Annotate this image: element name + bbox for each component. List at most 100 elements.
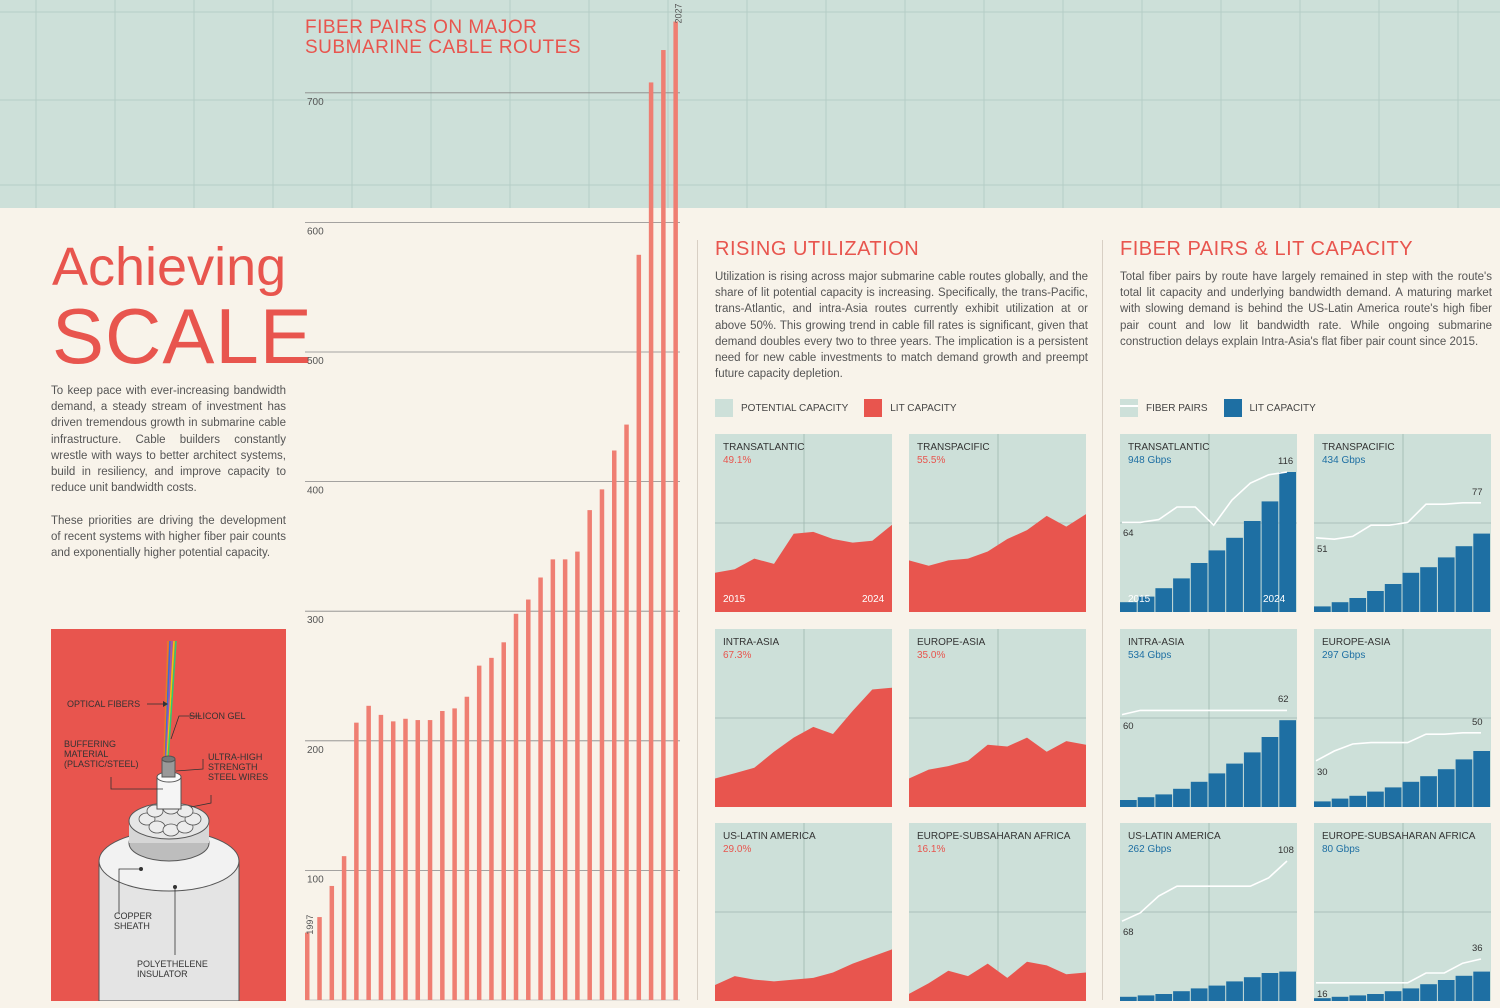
panel-lit-capacity-value: 297 Gbps	[1322, 650, 1366, 661]
fiber-pairs-start-label: 68	[1123, 927, 1134, 939]
fiber-pairs-line	[1315, 732, 1481, 762]
lit-capacity-bar	[1155, 994, 1173, 1001]
bar-2002	[366, 705, 371, 1000]
fiber-pairs-start-label: 16	[1317, 988, 1328, 1000]
bar-2004	[390, 721, 396, 1000]
bar-2025	[648, 82, 654, 1000]
lit-capacity-area	[715, 949, 892, 1001]
year-start-label: 2015	[1128, 594, 1151, 605]
fiber-pairs-line	[1121, 709, 1287, 716]
bar-2026	[661, 50, 666, 1001]
intro-paragraph-2: These priorities are driving the develop…	[51, 515, 286, 560]
lit-capacity-bar	[1437, 980, 1455, 1001]
lit-capacity-bar	[1367, 994, 1384, 1001]
lit-capacity-bar	[1120, 996, 1137, 1001]
lit-capacity-bar	[1261, 973, 1279, 1001]
bar-2003	[378, 714, 384, 1000]
panel-title: US-LATIN AMERICA	[723, 831, 816, 842]
lit-capacity-bar	[1384, 991, 1402, 1001]
lit-capacity-bar	[1314, 606, 1331, 612]
utilization-panel-transatlantic: TRANSATLANTIC 49.1% 2015 2024	[715, 434, 892, 612]
lit-capacity-bar	[1243, 977, 1261, 1001]
fiber-pairs-lit-capacity-title: FIBER PAIRS & LIT CAPACITY	[1120, 238, 1414, 260]
bar-2005	[403, 718, 408, 1000]
lit-capacity-bar	[1137, 596, 1155, 612]
fiber-bar-chart	[1120, 434, 1297, 612]
panel-utilization-value: 35.0%	[917, 650, 946, 661]
lit-capacity-bar	[1384, 584, 1402, 612]
fiber-pairs-start-label: 60	[1123, 720, 1134, 732]
lit-capacity-bar	[1137, 995, 1155, 1001]
lit-capacity-bar	[1420, 984, 1437, 1001]
fiber-bar-chart	[1314, 823, 1491, 1001]
top-band	[0, 0, 1500, 208]
panel-title: EUROPE-ASIA	[917, 637, 986, 648]
lit-capacity-bar	[1437, 557, 1455, 612]
label-optical-fibers: OPTICAL FIBERS	[67, 699, 141, 709]
panel-utilization-value: 49.1%	[723, 455, 752, 466]
lit-capacity-area	[715, 687, 892, 807]
bar-2006	[415, 720, 421, 1000]
lit-capacity-bar	[1279, 472, 1296, 612]
bar-2021	[599, 489, 605, 1000]
utilization-panel-us-latin-america: US-LATIN AMERICA 29.0%	[715, 823, 892, 1001]
bar-2015	[526, 599, 531, 1000]
utilization-area-chart	[909, 434, 1086, 612]
utilization-panel-transpacific: TRANSPACIFIC 55.5%	[909, 434, 1086, 612]
panel-utilization-value: 55.5%	[917, 455, 946, 466]
lit-capacity-swatch	[864, 399, 883, 417]
lit-capacity-bar	[1226, 763, 1243, 807]
lit-capacity-bar	[1226, 537, 1243, 612]
fiber-pairs-end-label: 108	[1278, 845, 1294, 856]
fiber-panel-europe-asia: EUROPE-ASIA 297 Gbps 30 50	[1314, 629, 1491, 807]
fiber-panel-intra-asia: INTRA-ASIA 534 Gbps 60 62	[1120, 629, 1297, 807]
fiber-pairs-line	[1316, 958, 1482, 984]
lit-capacity-bar	[1173, 991, 1190, 1001]
fiber-pairs-start-label: 64	[1123, 528, 1134, 540]
lit-capacity-bar	[1402, 781, 1420, 807]
fiber-panel-us-latin-america: US-LATIN AMERICA 262 Gbps 68 108	[1120, 823, 1297, 1001]
potential-capacity-swatch	[715, 399, 733, 417]
bar-2010	[464, 696, 470, 1000]
lit-capacity-bar	[1455, 546, 1473, 612]
bar-1999	[329, 885, 335, 1000]
lit-capacity-bar	[1243, 521, 1261, 612]
lit-capacity-bar	[1384, 787, 1402, 807]
rising-utilization-text: Utilization is rising across major subma…	[715, 271, 1088, 381]
legend-fiber-pairs: FIBER PAIRS	[1146, 402, 1208, 414]
lit-capacity-bar	[1208, 985, 1226, 1001]
bar-2001	[354, 722, 359, 1000]
fiber-pairs-start-label: 51	[1317, 543, 1328, 555]
lit-capacity-bar	[1120, 602, 1137, 612]
panel-utilization-value: 16.1%	[917, 844, 946, 855]
panel-title: TRANSPACIFIC	[1322, 442, 1395, 453]
lit-capacity-bar	[1331, 798, 1349, 807]
lit-capacity-bar	[1314, 998, 1331, 1001]
legend-potential-capacity: POTENTIAL CAPACITY	[741, 402, 849, 414]
y-tick-label: 700	[307, 97, 324, 108]
lit-capacity-bar	[1190, 781, 1208, 807]
fiber-pairs-line	[1315, 502, 1481, 541]
lit-capacity-bar	[1173, 788, 1190, 807]
fiber-pairs-chart-title: FIBER PAIRS ON MAJOR SUBMARINE CABLE ROU…	[305, 17, 581, 58]
label-silicon-gel: SILICON GEL	[189, 711, 246, 721]
label-steel-wires: ULTRA-HIGH STRENGTH STEEL WIRES	[208, 752, 269, 782]
lit-capacity-bar	[1243, 752, 1261, 807]
label-buffering-material: BUFFERING MATERIAL (PLASTIC/STEEL)	[64, 739, 139, 769]
lit-capacity-bar	[1155, 794, 1173, 807]
lit-capacity-bar	[1120, 800, 1137, 807]
cable-diagram-icon	[98, 640, 240, 1002]
lit-capacity-area	[909, 514, 1086, 612]
lit-capacity-bar	[1261, 737, 1279, 807]
bar-2007	[427, 720, 433, 1000]
fiber-pairs-end-label: 36	[1472, 943, 1483, 954]
lit-capacity-bar	[1208, 550, 1226, 612]
lit-capacity-bar	[1331, 996, 1349, 1001]
legend-lit-capacity-blue: LIT CAPACITY	[1249, 402, 1316, 414]
fiber-pairs-end-label: 62	[1278, 694, 1289, 706]
label-copper-sheath: COPPER SHEATH	[114, 911, 153, 931]
lit-capacity-bar	[1173, 578, 1190, 612]
label-polyethelene-insulator: POLYETHELENE INSULATOR	[137, 959, 208, 979]
bar-2024	[636, 254, 642, 1001]
fiber-panel-transpacific: TRANSPACIFIC 434 Gbps 51 77	[1314, 434, 1491, 612]
